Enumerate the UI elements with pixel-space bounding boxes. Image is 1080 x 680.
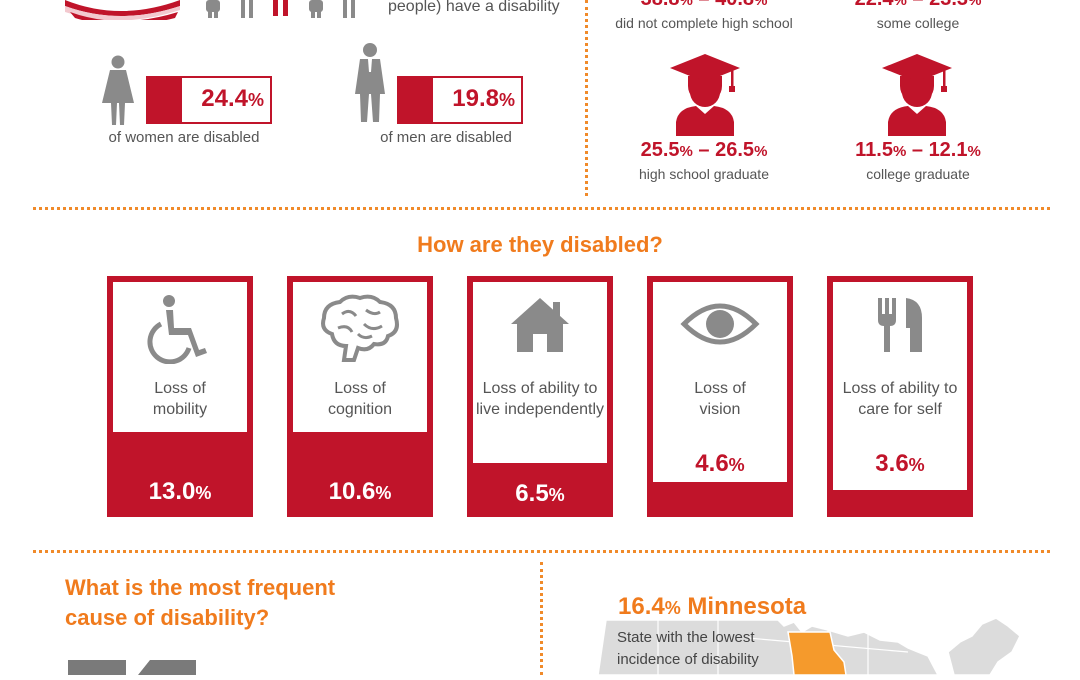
men-caption: of men are disabled (380, 129, 512, 146)
card-label-line1: Loss of ability to (482, 380, 598, 397)
cause-graphic (68, 660, 198, 675)
people-row-icons (203, 0, 363, 18)
eye-icon (653, 294, 787, 359)
card-value: 4.6 (695, 450, 729, 477)
brain-icon (293, 294, 427, 369)
cause-section-title: What is the most frequent cause of disab… (65, 573, 335, 633)
card-value: 6.5 (515, 480, 549, 507)
card-label-line2: cognition (327, 401, 393, 418)
edu-college-grad-b: 12.1 (928, 139, 968, 161)
minnesota-caption-line1: State with the lowest (617, 629, 755, 646)
edu-no-hs-b: 40.8 (715, 0, 754, 10)
flag-graphic (60, 0, 185, 25)
edu-some-college-a: 22.4 (855, 0, 894, 10)
how-section-title: How are they disabled? (417, 232, 663, 257)
edu-no-hs-a: 38.8 (641, 0, 680, 10)
card-value: 10.6 (328, 478, 376, 505)
disability-card-independent: Loss of ability to live independently 6.5… (467, 276, 613, 517)
women-caption: of women are disabled (108, 129, 260, 146)
top-divider (585, 0, 588, 196)
men-percent-unit: % (498, 90, 515, 110)
card-label-line1: Loss of (334, 380, 386, 397)
edu-stat-college-grad: 11.5% – 12.1% (855, 139, 981, 161)
disability-card-cognition: Loss of cognition 10.6% (287, 276, 433, 517)
section-divider-1 (33, 207, 1050, 210)
minnesota-unit: % (664, 598, 681, 618)
card-value: 3.6 (875, 450, 909, 477)
edu-caption-hs-grad: high school graduate (639, 166, 769, 182)
edu-caption-no-hs: did not complete high school (615, 15, 793, 31)
card-unit: % (728, 455, 745, 475)
card-label-line1: Loss of (694, 380, 746, 397)
graduate-icon (880, 50, 954, 136)
women-percent-unit: % (247, 90, 264, 110)
edu-stat-hs-grad: 25.5% – 26.5% (640, 139, 768, 161)
card-label-line2: care for self (858, 401, 942, 418)
minnesota-state: Minnesota (687, 593, 807, 620)
men-percent-fill (399, 78, 433, 122)
edu-college-grad-a: 11.5 (855, 139, 893, 161)
edu-hs-grad-a: 25.5 (640, 139, 680, 161)
card-label-line2: vision (699, 401, 741, 418)
cause-title-line2: cause of disability? (65, 605, 270, 630)
card-label-line1: Loss of (154, 380, 206, 397)
card-unit: % (908, 455, 925, 475)
wheelchair-icon (113, 294, 247, 369)
edu-hs-grad-b: 26.5 (715, 139, 755, 161)
edu-some-college-b: 23.3 (929, 0, 968, 10)
minnesota-heading: 16.4% Minnesota (618, 593, 806, 621)
house-icon (473, 294, 607, 361)
edu-stat-no-hs: 38.8% – 40.8% (604, 0, 804, 11)
section-divider-2 (33, 550, 1050, 553)
edu-caption-some-college: some college (876, 15, 960, 31)
men-percent-value: 19.8 (452, 85, 499, 112)
cause-title-line1: What is the most frequent (65, 575, 336, 600)
women-percent-value: 24.4 (201, 85, 248, 112)
minnesota-value: 16.4 (618, 593, 665, 620)
disability-card-vision: Loss of vision 4.6% (647, 276, 793, 517)
disability-statement: people) have a disability (388, 0, 560, 15)
fork-knife-icon (833, 294, 967, 361)
card-value: 13.0 (148, 478, 196, 505)
men-percent-box: 19.8% (397, 76, 523, 124)
card-unit: % (375, 483, 392, 503)
women-percent-box: 24.4% (146, 76, 272, 124)
edu-stat-some-college: 22.4% – 23.3% (818, 0, 1018, 11)
edu-caption-college-grad: college graduate (866, 166, 970, 182)
card-label-line2: live independently (475, 401, 605, 418)
us-map-graphic (597, 612, 1038, 676)
disability-card-self-care: Loss of ability to care for self 3.6% (827, 276, 973, 517)
card-unit: % (548, 485, 565, 505)
minnesota-caption-line2: incidence of disability (617, 651, 759, 668)
card-unit: % (195, 483, 212, 503)
graduate-icon (668, 50, 742, 136)
card-label-line2: mobility (152, 401, 208, 418)
disability-card-mobility: Loss of mobility 13.0% (107, 276, 253, 517)
women-percent-fill (148, 78, 182, 122)
man-icon (352, 42, 388, 124)
woman-icon (98, 55, 138, 127)
card-label-line1: Loss of ability to (842, 380, 958, 397)
bottom-divider (540, 562, 543, 675)
minnesota-caption: State with the lowest incidence of disab… (617, 627, 759, 671)
